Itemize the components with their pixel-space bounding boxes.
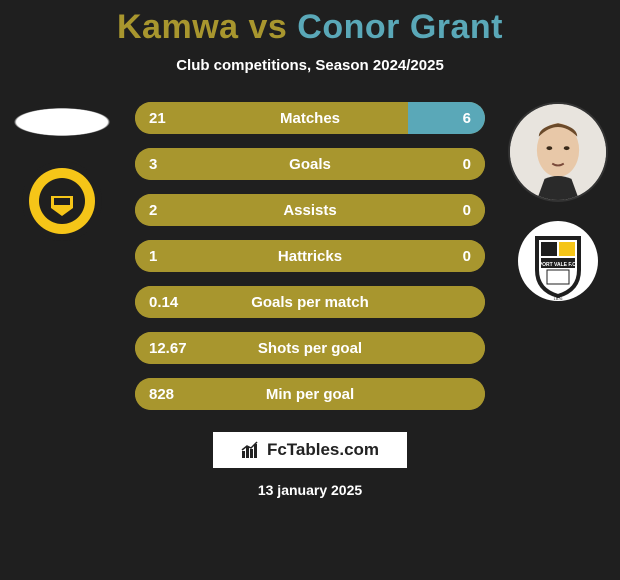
stat-value-left: 1: [149, 248, 157, 265]
fctables-icon: [241, 441, 261, 459]
stat-bar: Min per goal828: [135, 378, 485, 410]
stat-bar: Matches21 6: [135, 102, 485, 134]
stat-bar: Hattricks1 0: [135, 240, 485, 272]
stat-value-right: 0: [463, 202, 471, 219]
stat-bar: Assists2 0: [135, 194, 485, 226]
stat-value-left: 12.67: [149, 340, 187, 357]
newport-crest-svg: NEWPORT COUNTY AFC 1912 · exiles · 1989: [21, 160, 103, 242]
player2-photo: [508, 102, 608, 202]
right-column: PORT VALE F.C. 1876: [503, 102, 613, 302]
club-crest-left: NEWPORT COUNTY AFC 1912 · exiles · 1989: [21, 160, 103, 242]
vs-separator: vs: [239, 8, 298, 46]
comparison-card: Kamwa vs Conor Grant Club competitions, …: [0, 0, 620, 580]
club-crest-right: PORT VALE F.C. 1876: [517, 220, 599, 302]
player2-name: Conor Grant: [297, 8, 503, 46]
stat-value-left: 828: [149, 386, 174, 403]
player2-face-placeholder: [510, 104, 606, 200]
page-title: Kamwa vs Conor Grant: [117, 8, 503, 47]
main-row: NEWPORT COUNTY AFC 1912 · exiles · 1989 …: [0, 102, 620, 410]
fctables-watermark: FcTables.com: [213, 432, 407, 468]
stat-bar: Goals3 0: [135, 148, 485, 180]
svg-text:1876: 1876: [554, 296, 564, 301]
stat-value-left: 21: [149, 110, 166, 127]
stats-bars: Matches216Goals30Assists20Hattricks10Goa…: [135, 102, 485, 410]
stat-value-right: 6: [463, 110, 471, 127]
stat-label: Assists: [135, 202, 485, 219]
stat-value-right: 0: [463, 156, 471, 173]
player1-photo: [12, 102, 112, 142]
svg-text:PORT VALE F.C.: PORT VALE F.C.: [539, 262, 578, 268]
left-column: NEWPORT COUNTY AFC 1912 · exiles · 1989: [7, 102, 117, 242]
subtitle: Club competitions, Season 2024/2025: [176, 57, 444, 74]
stat-value-left: 0.14: [149, 294, 178, 311]
stat-label: Goals per match: [135, 294, 485, 311]
stat-bar: Shots per goal12.67: [135, 332, 485, 364]
fctables-text: FcTables.com: [267, 440, 379, 460]
stat-value-left: 2: [149, 202, 157, 219]
stat-label: Goals: [135, 156, 485, 173]
stat-label: Matches: [135, 110, 485, 127]
stat-label: Shots per goal: [135, 340, 485, 357]
stat-label: Min per goal: [135, 386, 485, 403]
stat-label: Hattricks: [135, 248, 485, 265]
portvale-crest-svg: PORT VALE F.C. 1876: [517, 220, 599, 302]
stat-value-left: 3: [149, 156, 157, 173]
stat-value-right: 0: [463, 248, 471, 265]
stat-bar: Goals per match0.14: [135, 286, 485, 318]
player1-name: Kamwa: [117, 8, 239, 46]
date: 13 january 2025: [258, 482, 362, 498]
